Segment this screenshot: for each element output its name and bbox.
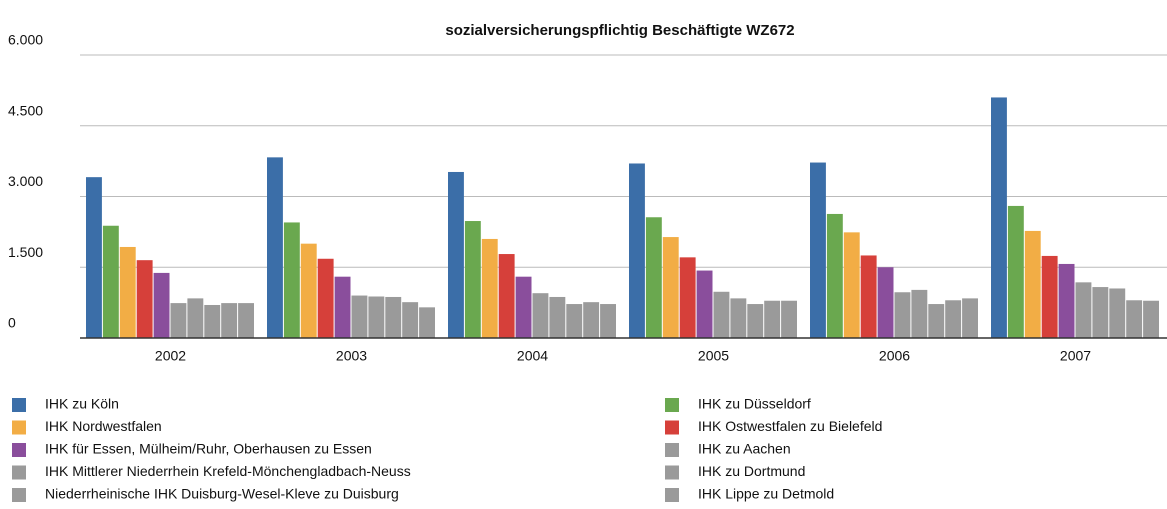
y-tick-label: 6.000 (8, 32, 43, 48)
x-tick-label: 2002 (155, 348, 186, 364)
bar (238, 303, 254, 338)
bar (696, 270, 713, 338)
x-tick-label: 2005 (698, 348, 729, 364)
legend-label: IHK Ostwestfalen zu Bielefeld (698, 418, 882, 434)
bar (928, 304, 945, 338)
bar (334, 276, 351, 338)
bar (102, 225, 119, 338)
bar (1109, 288, 1126, 338)
legend-swatch (665, 443, 679, 457)
legend-label: IHK Lippe zu Detmold (698, 486, 834, 502)
bar (119, 246, 136, 338)
y-tick-label: 0 (8, 315, 16, 331)
legend-label: IHK Nordwestfalen (45, 418, 162, 434)
legend-swatch (665, 420, 679, 435)
bar (894, 292, 911, 338)
legend-label: IHK zu Düsseldorf (698, 396, 811, 412)
bar (187, 298, 204, 338)
bar (962, 298, 978, 338)
bar (1075, 282, 1092, 338)
y-tick-label: 1.500 (8, 244, 43, 260)
bar (86, 177, 102, 338)
legend-label: Niederrheinische IHK Duisburg-Wesel-Klev… (45, 486, 399, 502)
bar (991, 97, 1007, 338)
bar (1058, 263, 1075, 338)
legend-label: IHK Mittlerer Niederrhein Krefeld-Mönche… (45, 463, 411, 479)
legend-swatch (665, 398, 679, 412)
bar (481, 238, 498, 338)
legend-label: IHK zu Köln (45, 396, 119, 412)
bar (204, 304, 221, 338)
bar (645, 217, 662, 338)
bar (600, 304, 616, 338)
legend-swatch (12, 465, 26, 480)
legend-swatch (12, 488, 26, 502)
bar (945, 300, 962, 338)
chart-title: sozialversicherungspflichtig Beschäftigt… (445, 22, 794, 39)
bar (385, 296, 402, 338)
bar (1126, 300, 1143, 338)
bar (419, 307, 435, 338)
bar (781, 300, 797, 338)
bar (843, 232, 860, 338)
bar (747, 304, 764, 338)
bar (810, 162, 826, 338)
bar (583, 302, 600, 338)
x-tick-label: 2006 (879, 348, 910, 364)
bar (283, 222, 300, 338)
legend-label: IHK zu Aachen (698, 441, 791, 457)
bar (1041, 255, 1058, 338)
bar (764, 300, 781, 338)
legend-swatch (665, 465, 679, 480)
bar (860, 255, 877, 338)
legend-swatch (12, 420, 26, 435)
bar (679, 257, 696, 338)
bar (629, 163, 645, 338)
bar (713, 291, 730, 338)
bar (300, 243, 317, 338)
bar (566, 304, 583, 338)
legend-label: IHK zu Dortmund (698, 463, 805, 479)
bar (730, 298, 747, 338)
bar (1092, 287, 1109, 338)
bar (402, 302, 419, 338)
bar (1143, 300, 1159, 338)
bar (515, 276, 532, 338)
legend-label: IHK für Essen, Mülheim/Ruhr, Oberhausen … (45, 441, 372, 457)
bar (1024, 230, 1041, 338)
bar (136, 260, 153, 338)
x-tick-label: 2007 (1060, 348, 1091, 364)
x-tick-label: 2004 (517, 348, 548, 364)
bar (1007, 205, 1024, 338)
bar (911, 289, 928, 338)
bar (153, 272, 170, 338)
bar (464, 221, 481, 338)
legend-swatch (12, 443, 26, 457)
legend-swatch (12, 398, 26, 412)
bar (351, 295, 368, 338)
bar (317, 258, 334, 338)
bar (267, 157, 283, 338)
bar (170, 303, 187, 338)
bar (826, 213, 843, 338)
bar (532, 293, 549, 338)
x-tick-label: 2003 (336, 348, 367, 364)
bar (448, 171, 464, 338)
bar (368, 296, 385, 338)
bar (877, 267, 894, 338)
bar (662, 237, 679, 338)
bar (549, 296, 566, 338)
bar (498, 254, 515, 338)
legend-swatch (665, 488, 679, 502)
y-tick-label: 3.000 (8, 173, 43, 189)
bar (221, 303, 238, 338)
y-tick-label: 4.500 (8, 102, 43, 118)
